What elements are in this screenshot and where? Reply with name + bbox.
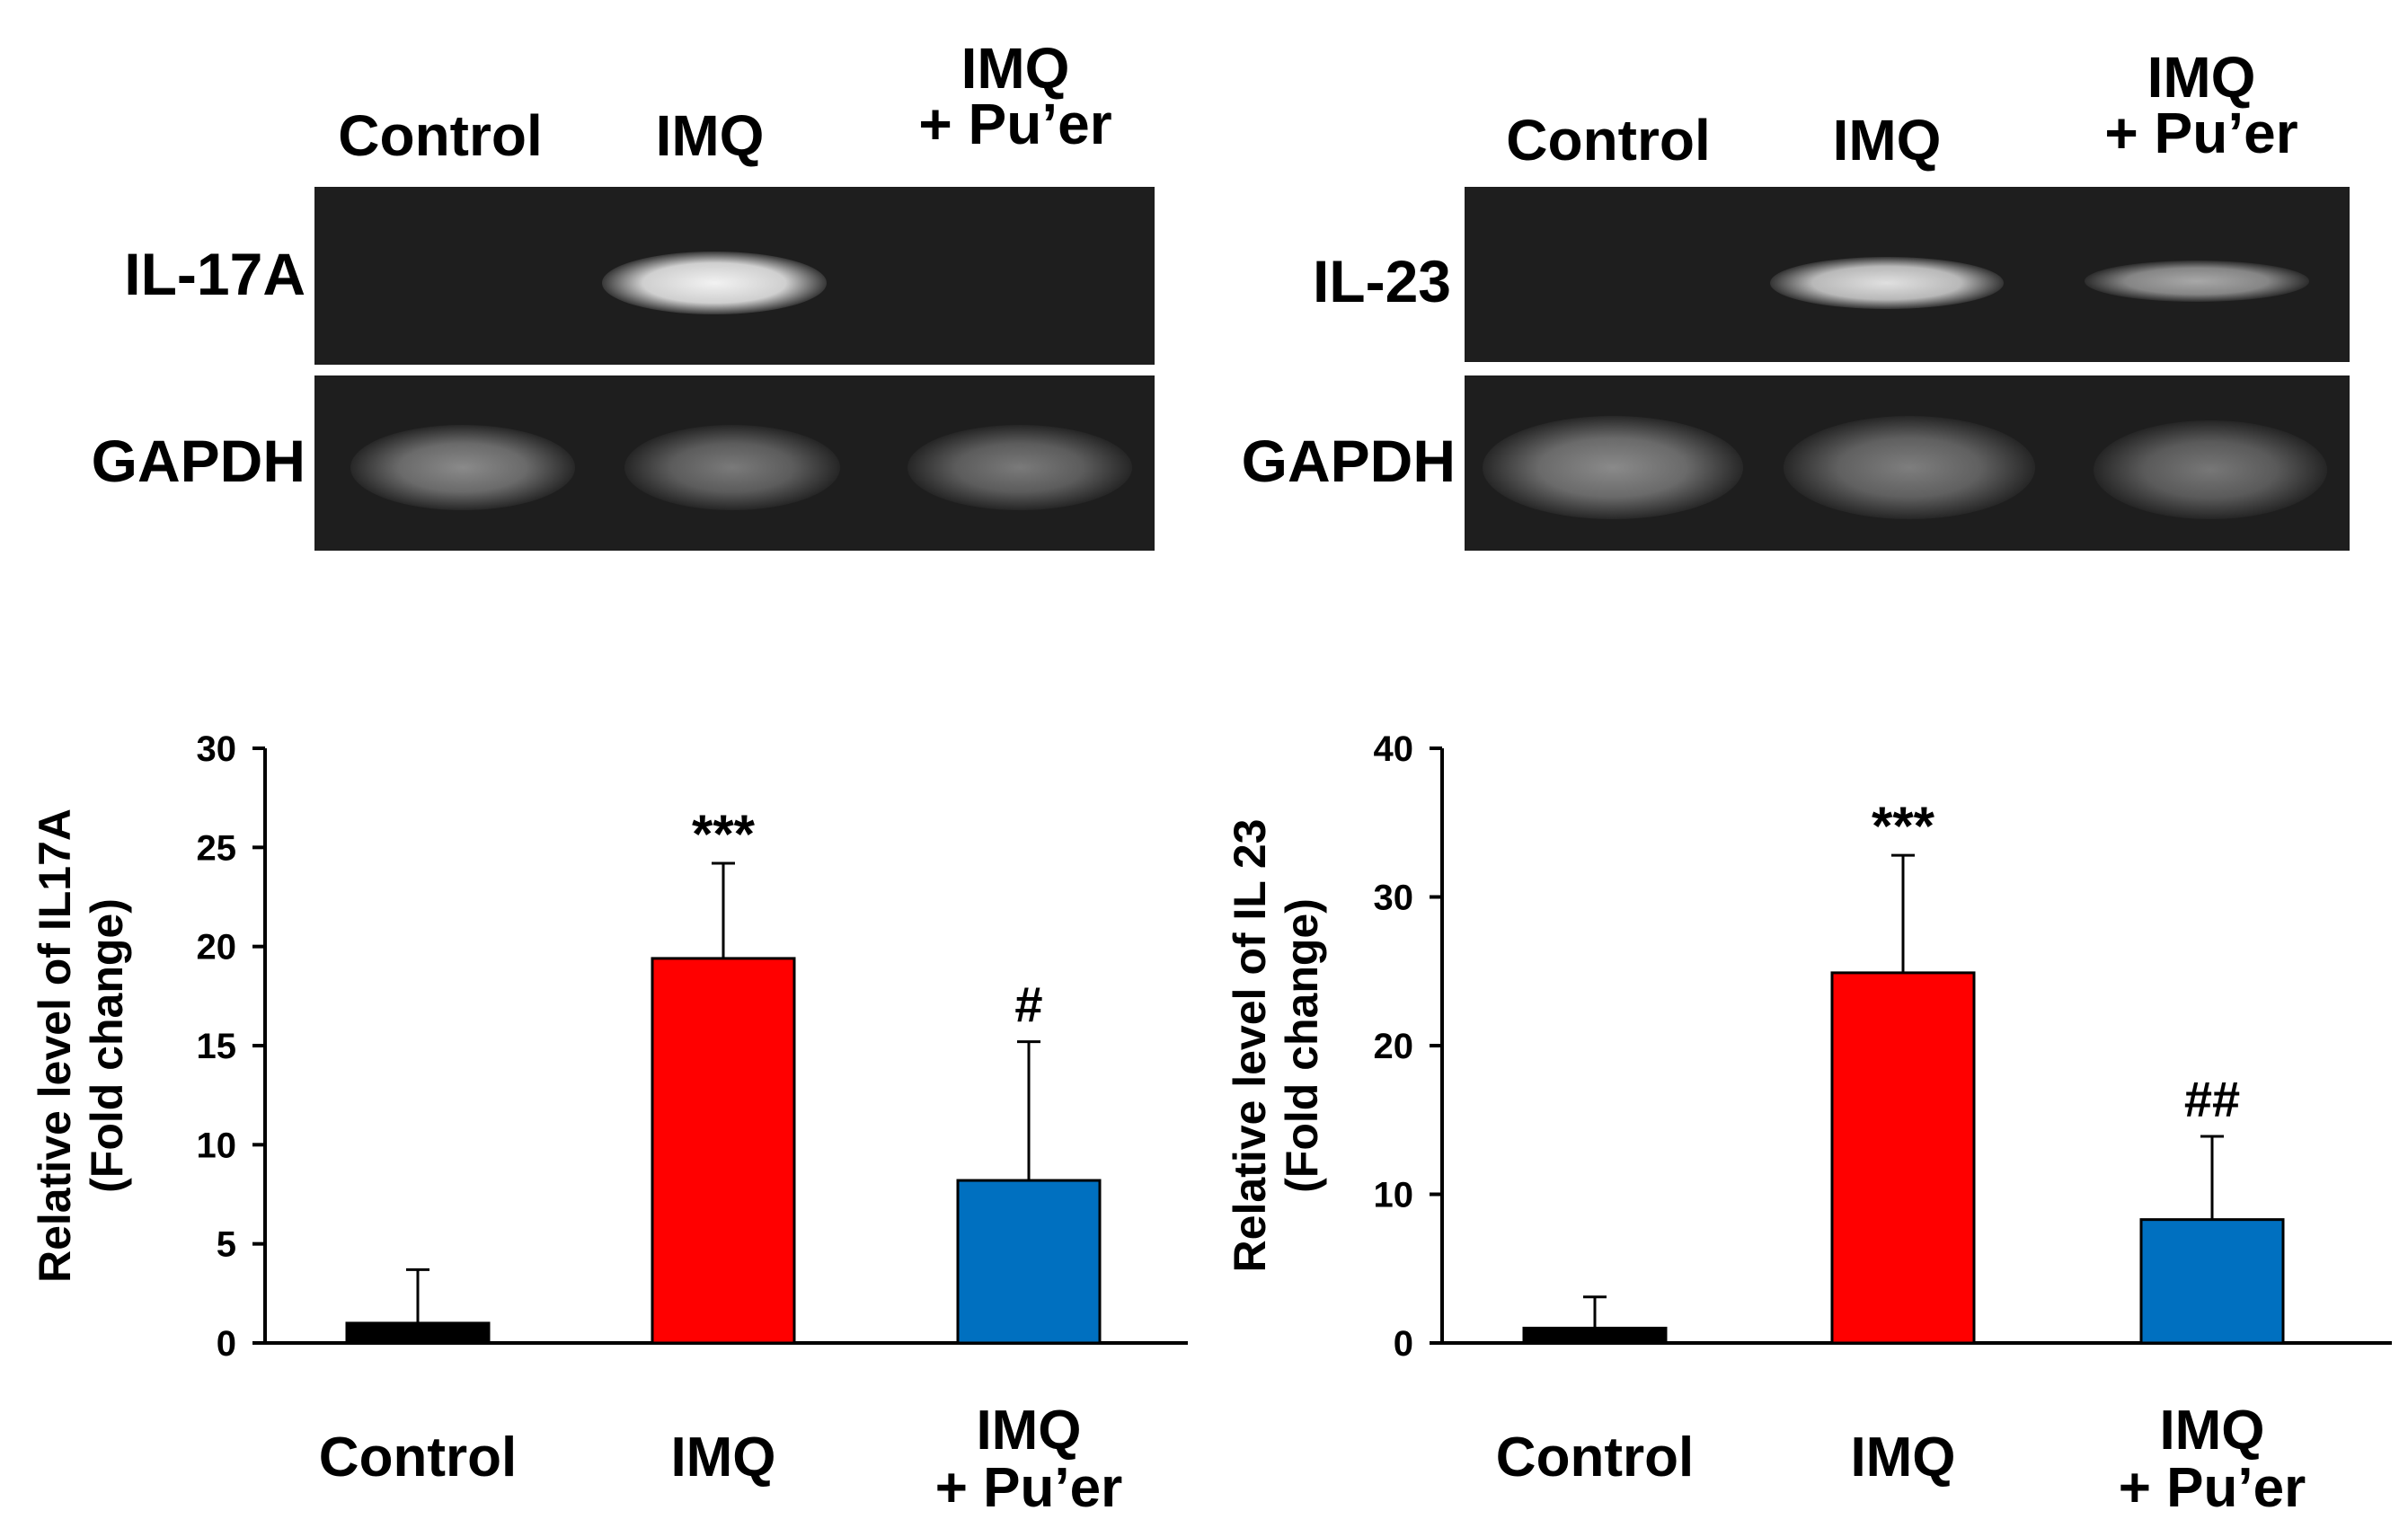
x-category-label-line: IMQ bbox=[2159, 1400, 2264, 1462]
x-category-label: IMQ + Pu’er bbox=[935, 1400, 1123, 1519]
gel1-gene-label-il17a: IL-17A bbox=[124, 241, 305, 307]
gel2-lane-label-imq: IMQ bbox=[1832, 108, 1942, 172]
gel1-lane-label-imq-puer: IMQ + Pu’er bbox=[918, 36, 1112, 156]
x-category-label: IMQ + Pu’er bbox=[2119, 1400, 2306, 1519]
y-tick-label: 0 bbox=[1394, 1324, 1413, 1364]
gel2-gapdh-blot bbox=[1465, 375, 2350, 551]
bar bbox=[1830, 971, 1976, 1345]
gel1-gapdh-band-imq bbox=[624, 425, 840, 510]
y-tick-label: 25 bbox=[197, 828, 237, 868]
x-category-label: IMQ bbox=[670, 1427, 775, 1488]
gel1-lane-label-imq: IMQ bbox=[655, 103, 765, 168]
gel2-gene-label-gapdh: GAPDH bbox=[1241, 428, 1456, 494]
y-tick-label: 20 bbox=[197, 928, 237, 967]
y-axis-label-line: (Fold change) bbox=[82, 898, 132, 1193]
gel2-il23-blot bbox=[1465, 187, 2350, 362]
y-axis-label-line: Relative level of IL17A bbox=[30, 808, 80, 1283]
significance-annotation: # bbox=[1014, 976, 1042, 1033]
bar bbox=[1522, 1326, 1668, 1345]
bar bbox=[956, 1179, 1102, 1345]
gel2-gapdh-band-imq bbox=[1784, 416, 2035, 519]
y-axis-label-line: Relative level of IL 23 bbox=[1225, 819, 1275, 1273]
x-category-label: Control bbox=[319, 1427, 517, 1488]
gel1-gene-label-gapdh: GAPDH bbox=[91, 428, 305, 494]
bar bbox=[651, 957, 796, 1345]
x-category-label-line: IMQ bbox=[1850, 1427, 1955, 1488]
y-tick-label: 30 bbox=[1374, 879, 1414, 918]
gel1-lane-label-control: Control bbox=[338, 103, 543, 168]
y-axis-label-line: (Fold change) bbox=[1277, 898, 1327, 1193]
y-tick-label: 10 bbox=[197, 1126, 237, 1165]
x-category-label-line: Control bbox=[1496, 1427, 1694, 1488]
gel2-lane-label-imq-puer: IMQ + Pu’er bbox=[2104, 45, 2298, 165]
gel1-gapdh-band-imq-puer bbox=[907, 425, 1132, 510]
gel2-lane-label-control: Control bbox=[1506, 108, 1711, 172]
significance-annotation: ## bbox=[2184, 1071, 2240, 1127]
y-axis-label: Relative level of IL 23(Fold change) bbox=[1225, 819, 1327, 1273]
x-category-label: IMQ bbox=[1850, 1427, 1955, 1488]
x-category-label: Control bbox=[1496, 1427, 1694, 1488]
gel2-gapdh-band-control bbox=[1483, 416, 1743, 519]
x-category-label-line: Control bbox=[319, 1427, 517, 1488]
y-axis-label: Relative level of IL17A(Fold change) bbox=[30, 808, 132, 1283]
y-tick-label: 30 bbox=[197, 729, 237, 769]
y-tick-label: 15 bbox=[197, 1027, 237, 1066]
gel2-gene-label-il23: IL-23 bbox=[1312, 248, 1451, 314]
y-tick-label: 10 bbox=[1374, 1176, 1414, 1215]
x-category-label-line: + Pu’er bbox=[935, 1457, 1123, 1519]
gel1-il17a-blot bbox=[314, 187, 1155, 365]
bar bbox=[345, 1321, 491, 1345]
y-tick-label: 0 bbox=[217, 1324, 236, 1364]
x-category-label-line: IMQ bbox=[670, 1427, 775, 1488]
gel1-gapdh-blot bbox=[314, 375, 1155, 551]
y-tick-label: 40 bbox=[1374, 729, 1414, 769]
gel2-gapdh-band-imq-puer bbox=[2094, 420, 2327, 519]
y-tick-label: 5 bbox=[217, 1225, 236, 1265]
y-tick-label: 20 bbox=[1374, 1027, 1414, 1066]
gel1-gapdh-band-control bbox=[350, 425, 575, 510]
bar-chart-il23: 0 10 20 30 40 Relative level of IL 23(Fold ch… bbox=[1225, 729, 2392, 1519]
significance-annotation: *** bbox=[692, 804, 756, 864]
gel2-il23-band-imq-puer bbox=[2085, 261, 2309, 302]
gel1-il17a-band-imq bbox=[602, 252, 827, 314]
x-category-label-line: IMQ bbox=[976, 1400, 1081, 1462]
bar bbox=[2139, 1218, 2285, 1345]
bar-chart-il17a: 0 5 10 15 20 25 30 Relative level of IL17A(Fold… bbox=[30, 729, 1188, 1519]
gel2-il23-band-imq bbox=[1770, 257, 2004, 309]
significance-annotation: *** bbox=[1872, 796, 1935, 856]
x-category-label-line: + Pu’er bbox=[2119, 1457, 2306, 1519]
